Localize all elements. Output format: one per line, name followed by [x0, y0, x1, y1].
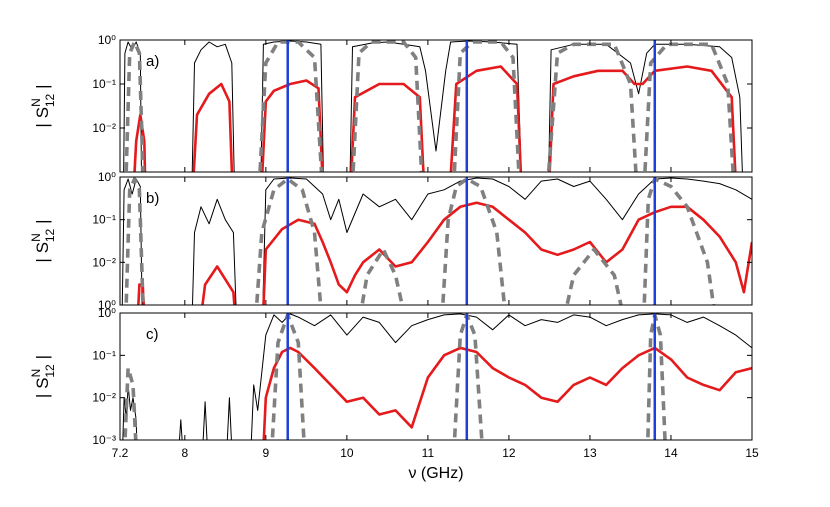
y-tick-label: 10⁻²	[92, 121, 116, 135]
y-tick-label: 10⁻¹	[92, 348, 116, 362]
y-tick-label: 10⁰	[98, 170, 116, 184]
y-label-sup: N	[29, 233, 43, 242]
panel: 10⁰ 10⁻¹ 10⁻² a) | SN12 |	[29, 33, 753, 173]
y-label-symbol: S	[33, 377, 52, 388]
y-tick-label: 10⁻²	[92, 255, 116, 269]
y-tick-label: 10⁻¹	[92, 213, 116, 227]
axes-frame	[119, 312, 753, 441]
y-label-sub: 12	[43, 364, 57, 378]
y-axis-label: | SN12 |	[29, 219, 57, 262]
plot-area	[123, 40, 743, 172]
y-label-bar: |	[33, 219, 52, 223]
y-label-bar: |	[33, 394, 52, 398]
y-label-sub: 12	[43, 93, 57, 107]
y-tick-label: 10⁻²	[92, 391, 116, 405]
y-tick-label: 10⁻¹	[92, 77, 116, 91]
x-tick-label: 9	[263, 446, 270, 460]
x-axis-label: ν (GHz)	[408, 465, 463, 482]
panel: 10⁰ 10⁻¹ 10⁻² 10⁰ b) | SN12 |	[29, 170, 753, 312]
x-tick-label: 10	[340, 446, 354, 460]
plot-area	[122, 313, 752, 440]
y-label-symbol: S	[33, 107, 52, 118]
series-line	[137, 201, 752, 305]
y-label-bar: |	[33, 258, 52, 262]
axes-frame	[119, 39, 753, 173]
x-tick-label: 11	[422, 446, 435, 460]
panel-label: c)	[146, 326, 159, 343]
y-tick-label: 10⁰	[98, 33, 116, 47]
y-label-sup: N	[29, 98, 43, 107]
x-tick-label: 14	[664, 446, 678, 460]
series-line	[122, 313, 752, 440]
panel: 10⁰ 10⁻¹ 10⁻² 10⁻³7.2 8 9 10 11 12 13 14 15 ν (GHz) c…	[29, 306, 759, 482]
y-axis-label: | SN12 |	[29, 355, 57, 398]
series-line	[123, 40, 743, 172]
y-tick-label: 10⁰	[98, 306, 116, 320]
series-line	[121, 177, 752, 305]
y-tick-label: 10⁻³	[92, 433, 116, 447]
y-label-bar: |	[33, 355, 52, 359]
y-label-bar: |	[33, 123, 52, 127]
axes-frame	[119, 176, 753, 306]
y-label-sub: 12	[43, 228, 57, 242]
panel-label: a)	[146, 53, 159, 70]
x-tick-label: 7.2	[112, 446, 129, 460]
y-label-bar: |	[33, 84, 52, 88]
y-label-sup: N	[29, 369, 43, 378]
y-axis-label: | SN12 |	[29, 84, 57, 127]
x-tick-label: 13	[583, 446, 597, 460]
y-tick-label: 10⁰	[98, 298, 116, 312]
series-line	[124, 177, 716, 305]
y-label-symbol: S	[33, 242, 52, 253]
series-line	[133, 65, 737, 172]
x-tick-label: 15	[745, 446, 759, 460]
series-line	[262, 346, 752, 440]
panel-label: b)	[146, 190, 159, 207]
plot-area	[121, 177, 752, 305]
x-tick-label: 8	[181, 446, 188, 460]
x-tick-label: 12	[502, 446, 516, 460]
